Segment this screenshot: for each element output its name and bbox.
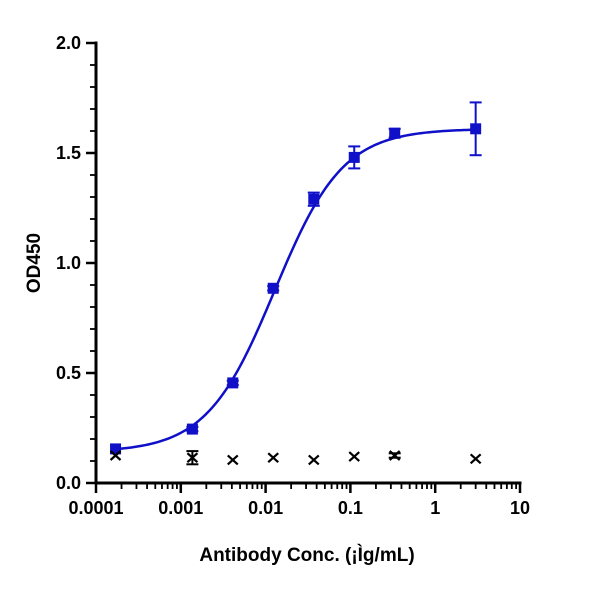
series-0-point	[470, 123, 482, 135]
x-tick-label: 0.01	[248, 498, 283, 518]
x-tick-label: 0.001	[158, 498, 203, 518]
x-tick-label: 1	[430, 498, 440, 518]
series-0-fit-curve	[115, 128, 476, 451]
y-tick-label: 2.0	[56, 33, 81, 53]
data-marks	[109, 101, 482, 466]
series-1-point	[186, 452, 199, 464]
series-1-point	[267, 452, 279, 464]
series-1-point	[109, 450, 122, 461]
y-tick-label: 1.5	[56, 143, 81, 163]
x-marker-stroke	[348, 451, 360, 462]
y-tick-label: 0.5	[56, 363, 81, 383]
x-marker-stroke	[267, 452, 279, 464]
series-0-point	[110, 443, 122, 455]
series-0-point	[186, 423, 198, 435]
x-marker-stroke	[388, 450, 401, 461]
series-0-point	[308, 193, 320, 205]
y-tick-label: 1.0	[56, 253, 81, 273]
y-tick-label: 0.0	[56, 473, 81, 493]
series-0-point	[227, 377, 239, 389]
x-marker-stroke	[227, 454, 239, 466]
x-tick-label: 0.0001	[68, 498, 123, 518]
x-marker-stroke	[186, 452, 199, 464]
axes: 0.0 0.5 1.0 1.5 2.0 0.0001 0.001 0.01 0.1 1 10	[56, 33, 530, 518]
x-tick-label: 10	[510, 498, 530, 518]
y-axis-title: OD450	[24, 233, 45, 293]
fit-curves	[115, 128, 476, 451]
series-1-point	[308, 454, 320, 466]
x-marker-stroke	[308, 454, 320, 466]
series-0-point	[389, 127, 401, 139]
x-tick-label: 0.1	[338, 498, 363, 518]
series-1-point	[227, 454, 239, 466]
series-0-point	[267, 282, 279, 294]
x-axis-title: Antibody Conc. (¡Ìg/mL)	[199, 544, 414, 566]
series-1-point	[388, 450, 401, 461]
x-marker-stroke	[109, 450, 122, 461]
x-marker-stroke	[469, 453, 482, 465]
series-1-point	[348, 451, 360, 462]
series-1-point	[469, 453, 482, 465]
series-0-point	[348, 151, 360, 163]
